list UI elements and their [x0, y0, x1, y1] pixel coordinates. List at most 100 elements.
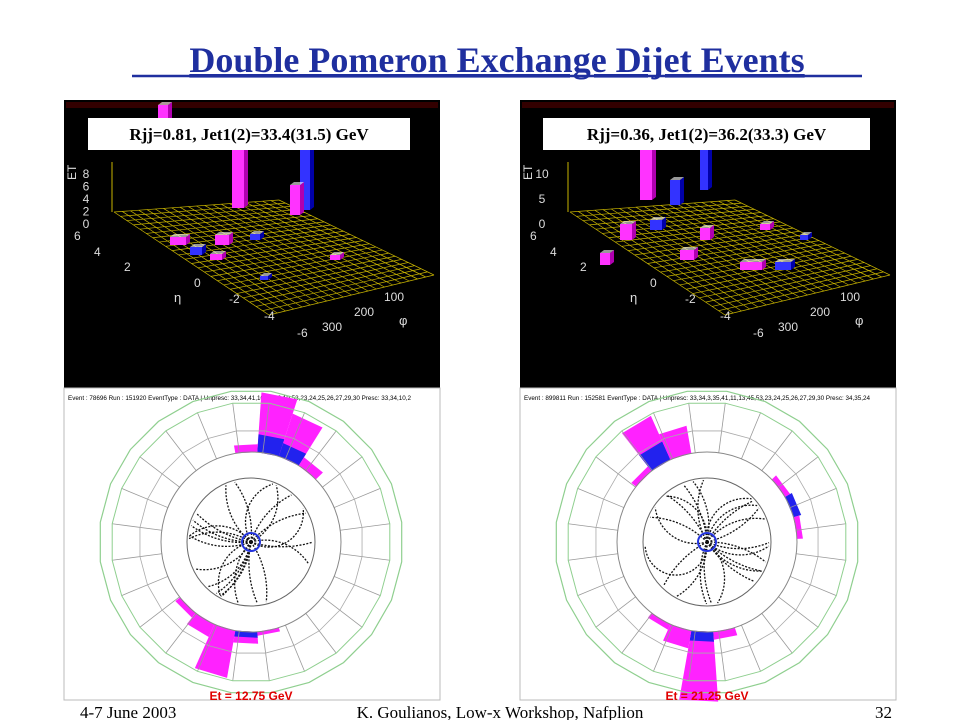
track [192, 519, 252, 543]
lego-grid [569, 211, 726, 316]
track [225, 485, 252, 543]
lego-grid [163, 208, 319, 304]
calorimeter-ring [99, 390, 403, 694]
track [706, 541, 762, 572]
lego-tower-side [708, 142, 712, 190]
tower-boundary [232, 403, 240, 453]
tower-boundary [112, 553, 162, 561]
lego-tower-side [300, 182, 304, 215]
calorimeter-ring [555, 390, 859, 694]
track [250, 494, 292, 543]
track [234, 481, 253, 543]
tower-boundary [761, 613, 793, 654]
lego-tower-top [760, 221, 774, 224]
track [188, 531, 252, 543]
track [650, 516, 708, 543]
tower-boundary [333, 488, 381, 508]
tower-boundary [718, 631, 726, 681]
tower-boundary [262, 403, 270, 453]
lego-phi-tick: 100 [384, 290, 404, 304]
lego-tower-side [310, 147, 314, 210]
lego-grid [221, 203, 377, 290]
tower-boundary [796, 553, 846, 561]
lego-eta-tick: -6 [753, 326, 764, 340]
track [706, 541, 755, 583]
lego-eta-tick: 4 [94, 245, 101, 259]
tower-boundary [778, 456, 819, 488]
tracker-inner [642, 477, 772, 607]
lego-eta-tick: 6 [530, 229, 537, 243]
tower-boundary [577, 488, 625, 508]
track [250, 539, 310, 565]
lego-tower-top [775, 259, 795, 262]
lego-grid [693, 202, 849, 286]
track [250, 508, 305, 548]
track [644, 541, 708, 576]
tower-boundary [577, 576, 625, 596]
et-label: Et = 21.25 GeV [665, 689, 748, 703]
lego-tower [250, 234, 260, 240]
beam-pipe [697, 532, 717, 552]
lego-tower-side [808, 232, 812, 240]
tower-boundary [333, 576, 381, 596]
track [706, 507, 760, 543]
lego-phi-tick: 300 [778, 320, 798, 334]
lego-et-tick: 6 [83, 180, 90, 194]
beam-pipe [241, 532, 261, 552]
energy-wedge [233, 444, 258, 454]
caption-box [543, 118, 870, 150]
lego-grid [146, 209, 303, 308]
track [676, 541, 708, 597]
footer-author: K. Goulianos, Low-x Workshop, Nafplion [357, 703, 644, 720]
tower-boundary [340, 553, 390, 561]
et-label: Et = 12.75 GeV [209, 689, 292, 703]
lego-grid [652, 205, 808, 296]
lego-eta-tick: 6 [74, 229, 81, 243]
track [682, 484, 708, 543]
lego-axis-title: η [174, 290, 181, 305]
lego-header-strip [66, 102, 438, 108]
tower-boundary [621, 430, 653, 471]
track [219, 541, 252, 597]
tower-boundary [621, 613, 653, 654]
energy-wedge [278, 443, 307, 466]
track [706, 541, 767, 563]
lego-phi-tick: 300 [322, 320, 342, 334]
energy-wedge [689, 630, 714, 642]
lego-eta-tick: 2 [580, 260, 587, 274]
track [706, 541, 726, 604]
lego-grid [578, 211, 734, 314]
lego-grid [677, 203, 833, 290]
lego-grid [130, 210, 286, 312]
lego-tower [620, 224, 632, 240]
lego-grid [237, 202, 393, 286]
lego-phi-tick: 200 [810, 305, 830, 319]
panel-caption: Rjj=0.36, Jet1(2)=36.2(33.3) GeV [587, 125, 827, 144]
track [706, 500, 754, 543]
tower-boundary [789, 488, 837, 508]
tower-boundary [139, 596, 180, 628]
lego-tower-side [694, 247, 698, 260]
lego-tower-top [215, 232, 233, 235]
lego-grid [701, 202, 858, 284]
tower-boundary [285, 412, 305, 460]
lego-tower [650, 220, 662, 230]
energy-wedge [771, 475, 791, 497]
lego-et-tick: 10 [535, 167, 549, 181]
tower-boundary [789, 576, 837, 596]
lego-axis-title: φ [855, 313, 863, 328]
lego-et-tick: 0 [83, 217, 90, 231]
lego-grid [196, 205, 352, 296]
tower-boundary [305, 613, 337, 654]
track [706, 541, 770, 550]
lego-tower [800, 235, 808, 240]
lego-tower-side [268, 273, 272, 280]
energy-wedge [784, 493, 802, 518]
energy-wedge [175, 597, 196, 618]
lego-tower [740, 262, 762, 270]
track [699, 541, 708, 605]
lego-axis-title: η [630, 290, 637, 305]
